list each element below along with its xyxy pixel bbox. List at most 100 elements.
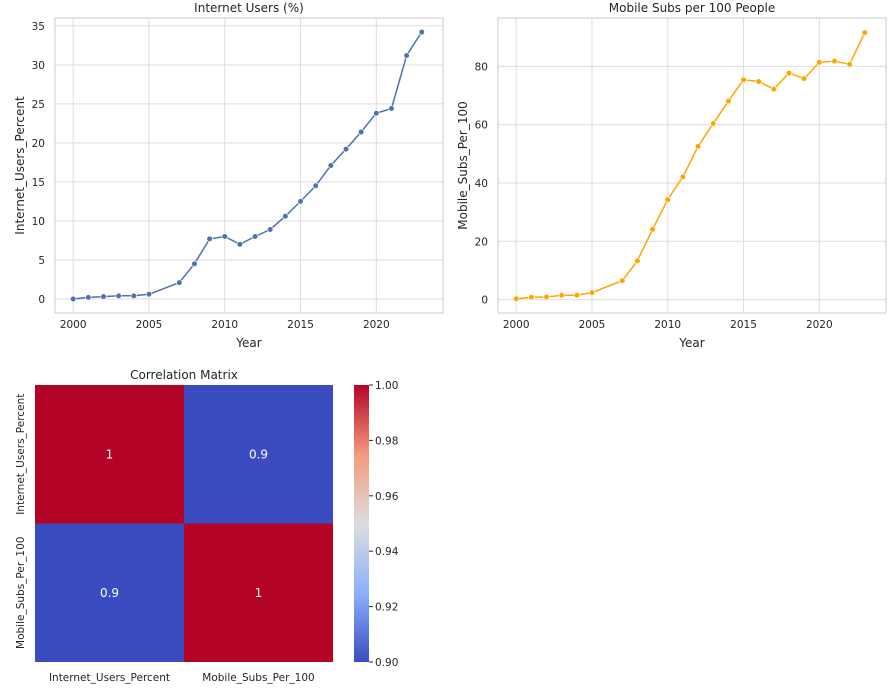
data-point bbox=[115, 292, 122, 299]
row-label: Internet_Users_Percent bbox=[15, 394, 27, 515]
data-point bbox=[130, 292, 137, 299]
data-point bbox=[282, 213, 289, 220]
x-tick-label: 2000 bbox=[503, 319, 530, 331]
data-point bbox=[679, 173, 687, 180]
data-point bbox=[619, 277, 626, 284]
x-tick-label: 2005 bbox=[136, 319, 163, 331]
series-points bbox=[513, 29, 868, 302]
data-point bbox=[176, 279, 183, 286]
data-point bbox=[543, 293, 550, 301]
colorbar-tick-label: 0.96 bbox=[375, 491, 399, 503]
data-point bbox=[801, 75, 808, 82]
data-point bbox=[588, 289, 596, 296]
data-point bbox=[846, 61, 853, 68]
y-tick-label: 15 bbox=[32, 177, 45, 189]
data-point bbox=[816, 59, 823, 66]
cell-annotation: 1 bbox=[106, 447, 114, 461]
x-tick-label: 2010 bbox=[654, 319, 681, 331]
chart-title: Internet Users (%) bbox=[194, 1, 304, 15]
heatmap-cell bbox=[184, 523, 333, 662]
y-tick-label: 80 bbox=[475, 61, 488, 73]
grid bbox=[55, 18, 443, 313]
column-label: Mobile_Subs_Per_100 bbox=[202, 672, 314, 684]
y-axis-label: Mobile_Subs_Per_100 bbox=[456, 101, 470, 229]
colorbar-ticks: 0.90 0.92 0.94 0.96 0.98 1.00 bbox=[369, 380, 399, 669]
x-tick-label: 2010 bbox=[211, 319, 238, 331]
data-point bbox=[206, 235, 213, 242]
grid bbox=[498, 18, 886, 313]
data-point bbox=[634, 257, 641, 264]
colorbar-tick-label: 0.92 bbox=[375, 602, 398, 614]
y-tick-label: 10 bbox=[32, 216, 45, 228]
data-point bbox=[528, 294, 535, 301]
y-tick-label: 20 bbox=[32, 138, 45, 150]
plot-frame bbox=[54, 17, 444, 314]
cell-annotation: 0.9 bbox=[249, 447, 268, 461]
x-tick-label: 2005 bbox=[579, 319, 606, 331]
x-tick-label: 2020 bbox=[806, 319, 833, 331]
y-tick-label: 20 bbox=[475, 236, 488, 248]
series-line bbox=[73, 31, 423, 300]
tick-labels: 2000 2005 2010 2015 2020 0 5 10 15 20 25 30 35 bbox=[32, 21, 390, 331]
data-point bbox=[297, 198, 304, 205]
data-point bbox=[710, 120, 717, 127]
heatmap-cell bbox=[35, 523, 184, 662]
correlation-heatmap: Correlation Matrix 1 0.9 0.9 1 Internet_Use… bbox=[15, 368, 399, 684]
data-point bbox=[664, 196, 671, 203]
data-point bbox=[649, 226, 656, 233]
data-point bbox=[418, 28, 425, 36]
heatmap-axis-labels: Internet_Users_Percent Mobile_Subs_Per_10… bbox=[15, 394, 315, 684]
colorbar-tick-label: 0.90 bbox=[375, 657, 398, 669]
row-label: Mobile_Subs_Per_100 bbox=[15, 537, 27, 649]
y-tick-label: 35 bbox=[32, 21, 45, 33]
data-point bbox=[725, 97, 732, 105]
data-point bbox=[740, 76, 747, 83]
cell-annotation: 1 bbox=[255, 586, 263, 600]
plot-frame bbox=[497, 17, 887, 314]
series-line bbox=[516, 32, 866, 300]
y-tick-label: 0 bbox=[481, 295, 488, 307]
chart-title: Correlation Matrix bbox=[130, 368, 238, 382]
cell-annotation: 0.9 bbox=[100, 586, 119, 600]
data-point bbox=[694, 143, 702, 150]
y-tick-label: 60 bbox=[475, 120, 488, 132]
data-point bbox=[267, 226, 274, 233]
y-axis-label: Internet_Users_Percent bbox=[13, 96, 27, 235]
data-point bbox=[558, 292, 565, 299]
data-point bbox=[831, 58, 838, 65]
data-point bbox=[513, 295, 520, 302]
y-tick-label: 25 bbox=[32, 99, 45, 111]
heatmap-cell bbox=[35, 385, 184, 524]
colorbar-tick-label: 0.94 bbox=[375, 546, 399, 558]
data-point bbox=[236, 241, 244, 248]
series-points bbox=[70, 28, 425, 303]
chart-title: Mobile Subs per 100 People bbox=[609, 1, 775, 15]
data-point bbox=[221, 233, 228, 240]
column-label: Internet_Users_Percent bbox=[49, 672, 170, 684]
x-tick-label: 2015 bbox=[287, 319, 314, 331]
internet-users-chart: Internet Users (%) 2000 2005 2010 2015 20200… bbox=[13, 1, 444, 350]
x-tick-label: 2020 bbox=[363, 319, 390, 331]
data-point bbox=[573, 292, 580, 299]
tick-labels: 2000 2005 2010 2015 2020 0 20 40 60 80 bbox=[475, 61, 833, 331]
colorbar-tick-label: 1.00 bbox=[375, 380, 398, 392]
y-tick-label: 40 bbox=[475, 178, 488, 190]
y-tick-label: 30 bbox=[32, 60, 45, 72]
x-axis-label: Year bbox=[678, 336, 704, 350]
mobile-subs-chart: Mobile Subs per 100 People 2000 2005 2010 2… bbox=[456, 1, 887, 350]
data-point bbox=[785, 69, 793, 77]
data-point bbox=[755, 78, 762, 85]
data-point bbox=[251, 233, 259, 240]
data-point bbox=[770, 86, 777, 93]
data-point bbox=[85, 294, 92, 301]
data-point bbox=[388, 105, 395, 112]
data-point bbox=[70, 295, 77, 303]
colorbar bbox=[354, 385, 369, 662]
colorbar-tick-label: 0.98 bbox=[375, 435, 398, 447]
data-point bbox=[100, 293, 107, 300]
data-point bbox=[191, 260, 198, 267]
data-point bbox=[342, 146, 350, 153]
data-point bbox=[327, 162, 334, 169]
data-point bbox=[373, 110, 380, 117]
